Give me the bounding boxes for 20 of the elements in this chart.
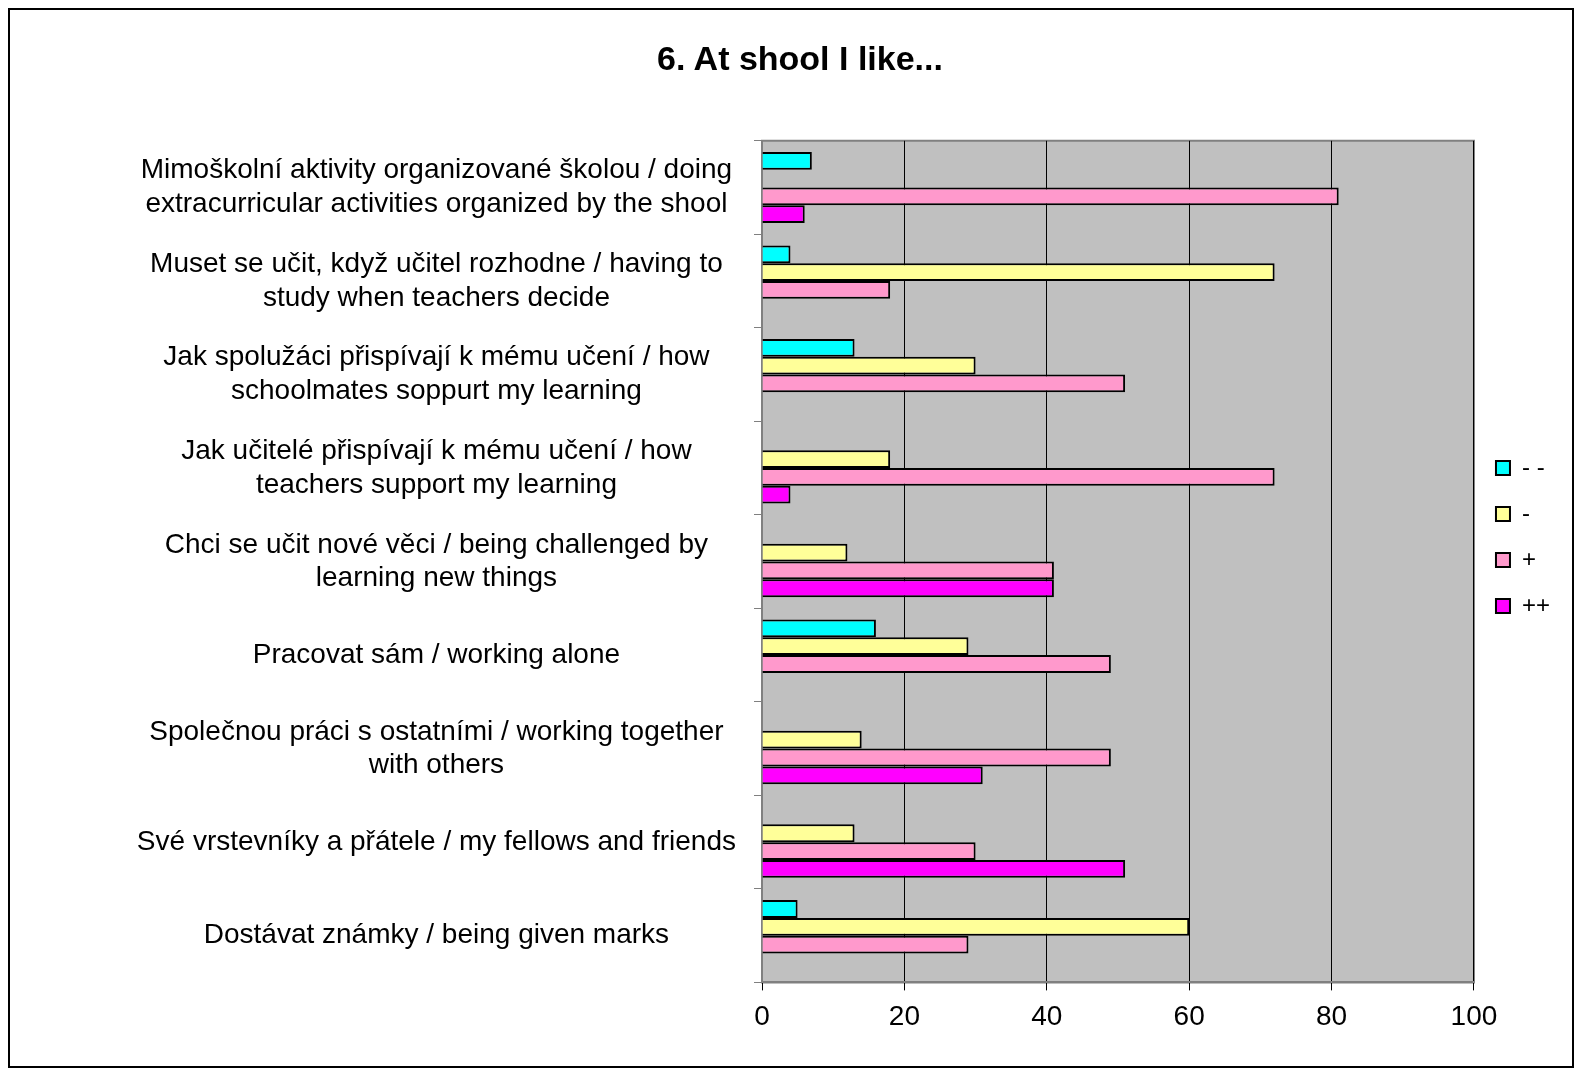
y-tick-label: Dostávat známky / being given marks [203,918,670,950]
legend-label: ++ [1521,590,1550,618]
y-tick-label: Mimoškolní aktivity organizované školou / doing extracurricular activities organized by the shool [140,153,733,219]
legend-label: + [1521,544,1536,572]
legend-label: - [1521,498,1530,526]
x-tick-label: 100 [1450,999,1498,1031]
y-tick-label: Své vrstevníky a přátele / my fellows and friends [136,824,737,856]
y-tick-label: Pracovat sám / working alone [252,637,621,669]
x-tick-label: 0 [754,999,770,1031]
x-tick-label: 20 [888,999,920,1031]
chart-title: 6. At shool I like... [657,38,943,77]
y-tick-label: Muset se učit, když učitel rozhodne / having to study when teachers decide [150,246,723,312]
y-tick-label: Chci se učit nové věci / being challenged by learning new things [164,527,709,593]
x-tick-label: 60 [1173,999,1205,1031]
y-tick-label: Jak učitelé přispívají k mému učení / how teachers support my learning [181,434,693,499]
y-tick-label: Jak spolužáci přispívají k mému učení / how schoolmates soppurt my learning [163,340,711,406]
x-tick-label: 80 [1316,999,1348,1031]
x-tick-label: 40 [1031,999,1063,1031]
legend-label: - - [1521,452,1545,480]
y-tick-label: Společnou práci s ostatními / working together with others [149,714,724,780]
